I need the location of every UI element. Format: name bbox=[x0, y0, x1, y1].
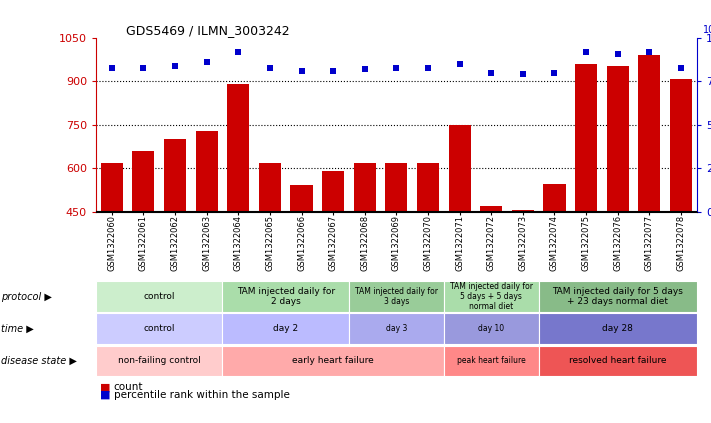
Point bbox=[517, 71, 528, 78]
Bar bbox=[223, 346, 444, 376]
Bar bbox=[223, 313, 349, 344]
Bar bbox=[353, 163, 376, 341]
Text: GSM1322069: GSM1322069 bbox=[392, 215, 401, 271]
Bar bbox=[444, 281, 539, 312]
Point bbox=[138, 64, 149, 71]
Text: non-failing control: non-failing control bbox=[118, 356, 201, 365]
Bar bbox=[539, 313, 697, 344]
Bar bbox=[132, 151, 154, 341]
Point bbox=[201, 59, 213, 66]
Bar bbox=[543, 184, 565, 341]
Text: peak heart failure: peak heart failure bbox=[457, 356, 525, 365]
Text: day 10: day 10 bbox=[479, 324, 504, 333]
Text: GSM1322063: GSM1322063 bbox=[202, 215, 211, 271]
Bar bbox=[606, 66, 629, 341]
Point bbox=[549, 69, 560, 76]
Bar bbox=[164, 139, 186, 341]
Text: ■: ■ bbox=[100, 390, 110, 400]
Bar bbox=[259, 163, 281, 341]
Text: GSM1322078: GSM1322078 bbox=[676, 215, 685, 271]
Text: GSM1322066: GSM1322066 bbox=[297, 215, 306, 271]
Text: ■: ■ bbox=[100, 382, 110, 393]
Point bbox=[106, 64, 117, 71]
Point bbox=[359, 66, 370, 73]
Text: GSM1322076: GSM1322076 bbox=[613, 215, 622, 271]
Text: TAM injected daily for
2 days: TAM injected daily for 2 days bbox=[237, 287, 335, 306]
Text: control: control bbox=[144, 324, 175, 333]
Text: control: control bbox=[144, 292, 175, 301]
Point bbox=[422, 64, 434, 71]
Text: GSM1322077: GSM1322077 bbox=[645, 215, 654, 271]
Text: time ▶: time ▶ bbox=[1, 324, 33, 334]
Point bbox=[454, 61, 465, 68]
Text: disease state ▶: disease state ▶ bbox=[1, 356, 77, 366]
Bar bbox=[349, 313, 444, 344]
Text: GSM1322061: GSM1322061 bbox=[139, 215, 148, 271]
Text: GSM1322064: GSM1322064 bbox=[234, 215, 242, 271]
Text: day 3: day 3 bbox=[385, 324, 407, 333]
Text: protocol ▶: protocol ▶ bbox=[1, 291, 52, 302]
Bar bbox=[480, 206, 502, 341]
Text: GSM1322071: GSM1322071 bbox=[455, 215, 464, 271]
Bar bbox=[196, 131, 218, 341]
Bar bbox=[228, 84, 250, 341]
Bar bbox=[670, 79, 692, 341]
Bar bbox=[539, 346, 697, 376]
Text: GSM1322068: GSM1322068 bbox=[360, 215, 369, 271]
Point bbox=[232, 49, 244, 55]
Point bbox=[580, 49, 592, 55]
Text: day 2: day 2 bbox=[273, 324, 299, 333]
Bar bbox=[101, 163, 123, 341]
Bar bbox=[417, 163, 439, 341]
Text: GSM1322074: GSM1322074 bbox=[550, 215, 559, 271]
Text: TAM injected daily for 5 days
+ 23 days normal diet: TAM injected daily for 5 days + 23 days … bbox=[552, 287, 683, 306]
Bar bbox=[512, 210, 534, 341]
Point bbox=[169, 63, 181, 69]
Bar bbox=[638, 55, 661, 341]
Point bbox=[486, 69, 497, 76]
Text: GSM1322060: GSM1322060 bbox=[107, 215, 117, 271]
Point bbox=[643, 49, 655, 55]
Text: count: count bbox=[114, 382, 143, 393]
Bar bbox=[322, 171, 344, 341]
Text: day 28: day 28 bbox=[602, 324, 634, 333]
Text: GSM1322072: GSM1322072 bbox=[487, 215, 496, 271]
Bar bbox=[385, 163, 407, 341]
Bar bbox=[96, 281, 223, 312]
Text: 100%: 100% bbox=[702, 25, 711, 35]
Bar bbox=[349, 281, 444, 312]
Text: GSM1322065: GSM1322065 bbox=[265, 215, 274, 271]
Bar bbox=[449, 125, 471, 341]
Text: GSM1322075: GSM1322075 bbox=[582, 215, 591, 271]
Text: TAM injected daily for
3 days: TAM injected daily for 3 days bbox=[355, 287, 438, 306]
Bar bbox=[539, 281, 697, 312]
Point bbox=[296, 68, 307, 74]
Bar bbox=[96, 313, 223, 344]
Bar bbox=[444, 313, 539, 344]
Bar bbox=[96, 346, 223, 376]
Point bbox=[328, 68, 339, 74]
Text: GSM1322073: GSM1322073 bbox=[518, 215, 528, 271]
Text: GSM1322062: GSM1322062 bbox=[171, 215, 180, 271]
Point bbox=[390, 64, 402, 71]
Bar bbox=[444, 346, 539, 376]
Text: resolved heart failure: resolved heart failure bbox=[569, 356, 666, 365]
Point bbox=[264, 64, 276, 71]
Point bbox=[675, 64, 687, 71]
Text: GDS5469 / ILMN_3003242: GDS5469 / ILMN_3003242 bbox=[126, 24, 289, 37]
Point bbox=[612, 50, 624, 57]
Text: percentile rank within the sample: percentile rank within the sample bbox=[114, 390, 289, 400]
Bar bbox=[223, 281, 349, 312]
Text: TAM injected daily for
5 days + 5 days
normal diet: TAM injected daily for 5 days + 5 days n… bbox=[450, 282, 533, 311]
Text: GSM1322067: GSM1322067 bbox=[328, 215, 338, 271]
Bar bbox=[291, 184, 313, 341]
Bar bbox=[575, 64, 597, 341]
Text: early heart failure: early heart failure bbox=[292, 356, 374, 365]
Text: GSM1322070: GSM1322070 bbox=[424, 215, 432, 271]
